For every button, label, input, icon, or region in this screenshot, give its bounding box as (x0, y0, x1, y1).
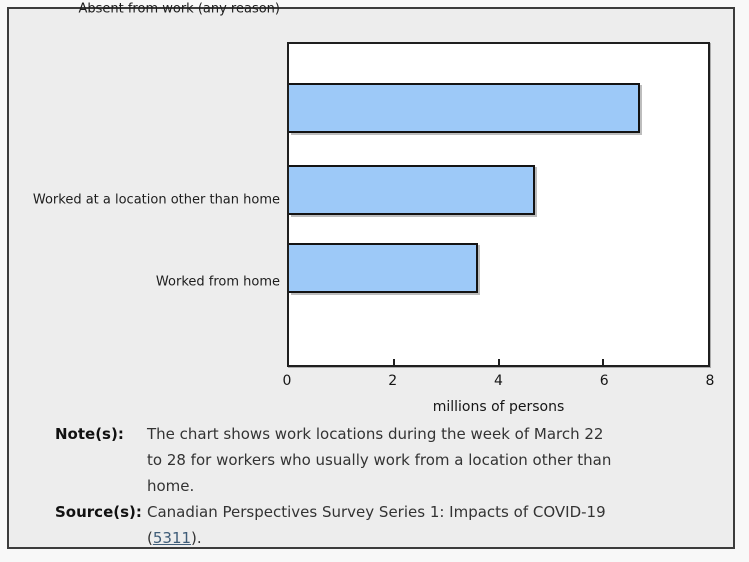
source-text-prefix: Canadian Perspectives Survey Series 1: I… (147, 503, 606, 547)
x-tick-label: 4 (494, 373, 503, 389)
note-text: The chart shows work locations during th… (147, 425, 612, 495)
x-tick-mark (497, 359, 500, 365)
footer-notes: Note(s): The chart shows work locations … (55, 421, 615, 551)
note-label: Note(s): (55, 425, 124, 443)
x-tick-labels: 0 2 4 6 8 (283, 373, 715, 391)
x-tick-label: 2 (388, 373, 398, 389)
bar-worked-other-location (289, 83, 640, 133)
category-label-worked-other-location: Worked at a location other than home (32, 192, 280, 208)
x-tick-mark (392, 359, 395, 365)
source-link-5311[interactable]: 5311 (152, 529, 192, 547)
bar-worked-from-home (289, 165, 536, 215)
plot-area (287, 42, 710, 367)
category-label-worked-from-home: Worked from home (155, 274, 280, 290)
source-label: Source(s): (55, 503, 142, 521)
category-label-absent-from-work: Absent from work (any reason) (78, 1, 280, 17)
x-tick-mark (602, 359, 605, 365)
x-tick-label: 0 (282, 373, 292, 389)
chart-panel: Worked at a location other than home Wor… (7, 2, 735, 551)
source-text-suffix: ). (191, 529, 202, 547)
x-tick-label: 8 (705, 373, 715, 389)
bar-absent-from-work (289, 243, 478, 293)
source-text: Canadian Perspectives Survey Series 1: I… (147, 499, 615, 551)
x-axis-title: millions of persons (432, 399, 565, 415)
x-tick-label: 6 (599, 373, 609, 389)
